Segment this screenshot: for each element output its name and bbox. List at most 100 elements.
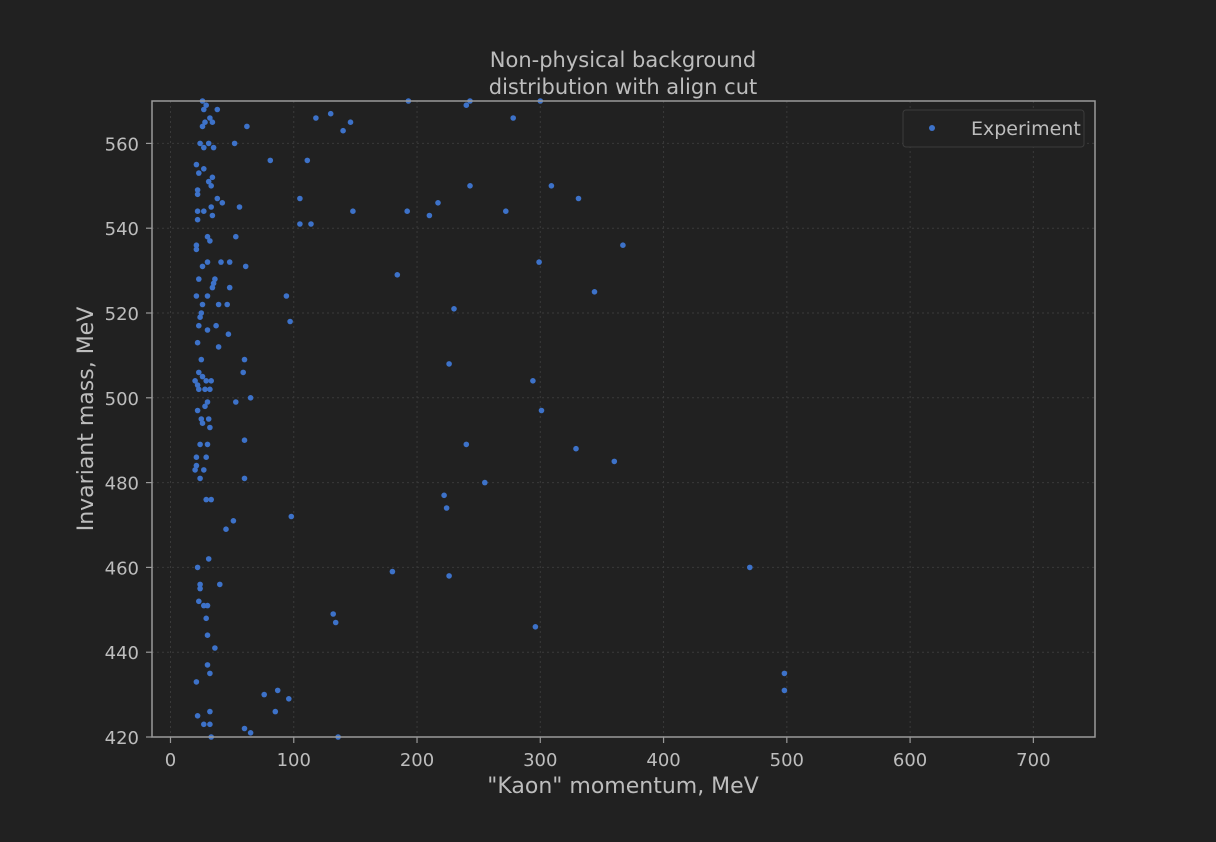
data-point	[210, 144, 217, 151]
data-point	[194, 191, 201, 198]
data-point	[241, 725, 248, 732]
y-tick-label: 560	[105, 134, 139, 155]
data-point	[215, 344, 222, 350]
data-point	[198, 416, 205, 422]
data-point	[467, 183, 473, 189]
data-point	[193, 679, 200, 685]
data-point	[204, 259, 211, 265]
data-point	[205, 140, 212, 147]
data-point	[394, 272, 401, 278]
data-point	[611, 458, 618, 465]
data-point	[205, 416, 212, 422]
data-point	[201, 721, 207, 728]
data-point	[247, 395, 254, 401]
data-point	[261, 691, 268, 698]
data-point	[193, 462, 200, 469]
data-point	[202, 403, 208, 410]
data-point	[203, 615, 209, 622]
data-point	[536, 259, 542, 265]
y-tick-label: 420	[105, 728, 139, 749]
data-point	[236, 204, 243, 210]
data-point	[208, 378, 214, 384]
data-point	[510, 115, 516, 121]
x-axis-label: "Kaon" momentum, MeV	[487, 774, 759, 799]
data-point	[201, 166, 207, 172]
chart-title-line-1: Non-physical background	[490, 48, 756, 72]
data-point	[192, 378, 198, 384]
data-point	[330, 611, 337, 617]
data-point	[247, 730, 254, 736]
data-point	[241, 437, 248, 444]
data-point	[199, 301, 206, 308]
legend-label-experiment: Experiment	[971, 118, 1081, 140]
data-point	[203, 454, 209, 461]
data-point	[196, 276, 202, 282]
data-point	[451, 306, 457, 312]
data-point	[202, 386, 208, 393]
x-tick-label: 0	[165, 750, 176, 771]
y-tick-label: 540	[105, 219, 139, 240]
data-point	[197, 314, 203, 321]
data-point	[201, 106, 207, 113]
data-point	[207, 708, 213, 715]
data-point	[446, 361, 452, 367]
data-point	[193, 293, 200, 299]
data-point	[241, 475, 248, 482]
data-point	[208, 204, 214, 210]
data-point	[209, 119, 216, 125]
data-point	[197, 585, 203, 592]
data-point	[194, 187, 201, 193]
data-point	[193, 242, 200, 248]
data-point	[308, 221, 314, 227]
data-point	[204, 399, 211, 405]
data-point	[201, 467, 207, 473]
data-point	[463, 441, 470, 448]
data-point	[198, 310, 205, 316]
data-point	[217, 581, 223, 588]
data-point	[548, 183, 555, 189]
data-point	[287, 318, 293, 325]
data-point	[207, 721, 213, 728]
data-point	[207, 386, 213, 393]
data-point	[199, 123, 206, 130]
data-point	[244, 123, 250, 130]
data-point	[205, 556, 212, 562]
data-point	[226, 284, 233, 291]
data-point	[209, 212, 216, 219]
data-point	[196, 369, 202, 376]
x-tick-label: 400	[646, 750, 680, 771]
data-point	[194, 208, 201, 214]
data-point	[213, 322, 219, 329]
data-point	[225, 331, 232, 338]
data-points	[192, 98, 788, 740]
data-point	[204, 632, 211, 638]
x-tick-label: 700	[1016, 750, 1050, 771]
legend-marker	[929, 125, 935, 131]
data-point	[482, 479, 488, 486]
data-point	[197, 581, 203, 588]
data-point	[226, 259, 233, 265]
data-point	[214, 195, 221, 202]
data-point	[327, 110, 334, 117]
data-point	[781, 670, 788, 677]
y-tick-label: 500	[105, 389, 139, 410]
data-point	[201, 144, 207, 151]
data-point	[404, 208, 411, 214]
data-point	[297, 221, 303, 227]
data-point	[214, 106, 221, 113]
data-point	[198, 356, 205, 363]
data-point	[207, 115, 213, 121]
data-point	[193, 454, 200, 461]
data-point	[441, 492, 447, 499]
data-point	[283, 293, 290, 299]
data-point	[203, 496, 209, 503]
data-point	[204, 293, 211, 299]
data-point	[347, 119, 354, 125]
data-point	[199, 263, 206, 270]
legend: Experiment	[902, 109, 1085, 148]
data-point	[194, 339, 201, 346]
data-point	[288, 513, 295, 520]
data-point	[313, 115, 319, 121]
data-point	[194, 407, 201, 414]
data-point	[463, 102, 470, 108]
